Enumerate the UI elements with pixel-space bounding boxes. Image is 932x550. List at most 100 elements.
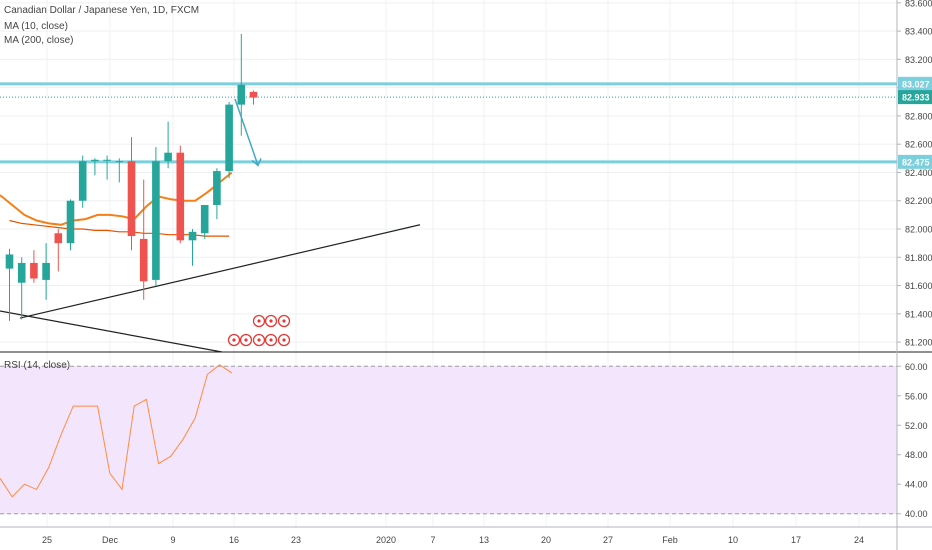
candle-body — [139, 238, 148, 282]
event-marker-icon — [277, 314, 291, 328]
candle — [213, 168, 221, 220]
candle — [127, 137, 136, 251]
candle-body — [54, 233, 63, 244]
price-level-badge-label: 83.027 — [902, 79, 930, 89]
event-marker-icon — [239, 333, 253, 347]
candle — [42, 243, 50, 300]
time-axis-label: 2020 — [376, 535, 396, 545]
event-marker-icon — [227, 333, 241, 347]
price-axis-label: 82.000 — [905, 225, 932, 235]
time-axis-label: 7 — [430, 535, 435, 545]
price-axis-label: 82.200 — [905, 196, 932, 206]
time-axis-label: 13 — [479, 535, 489, 545]
time-axis-label: 27 — [603, 535, 613, 545]
candle-body — [103, 159, 111, 161]
rsi-axis-label: 48.00 — [905, 450, 928, 460]
ma10-line — [0, 171, 233, 226]
time-axis-label: 16 — [229, 535, 239, 545]
time-axis-label: 17 — [791, 535, 801, 545]
candle-body — [42, 262, 50, 280]
price-axis-label: 82.800 — [905, 111, 932, 121]
rsi-axis-label: 44.00 — [905, 480, 928, 490]
candle-body — [249, 91, 258, 98]
candle — [225, 101, 233, 179]
time-axis-label: 10 — [728, 535, 738, 545]
candle — [237, 33, 246, 136]
price-axis-label: 82.400 — [905, 168, 932, 178]
time-axis-label: Feb — [662, 535, 678, 545]
candle-body — [200, 204, 209, 234]
candle — [30, 250, 38, 283]
price-axis-label: 81.600 — [905, 281, 932, 291]
candle-body — [152, 161, 160, 280]
time-axis-label: 23 — [291, 535, 301, 545]
candle-body — [115, 161, 124, 163]
time-axis-label: 24 — [854, 535, 864, 545]
candles — [5, 33, 258, 321]
candle — [66, 199, 75, 251]
candle — [54, 229, 63, 272]
candle — [17, 257, 26, 320]
candle — [200, 204, 209, 239]
candle — [5, 248, 14, 321]
projection-arrowhead — [251, 158, 262, 167]
candle-body — [237, 84, 246, 105]
candle-body — [127, 161, 136, 237]
event-marker-icon — [252, 314, 266, 328]
candle-body — [164, 152, 172, 162]
candle-body — [5, 254, 14, 269]
price-level-badge — [898, 154, 932, 169]
price-level-badge-label: 82.475 — [902, 157, 930, 167]
candle-body — [213, 171, 221, 205]
price-axis-label: 83.400 — [905, 27, 932, 37]
price-level-badge — [898, 76, 932, 91]
candle — [164, 121, 172, 169]
ma10-legend: MA (10, close) — [4, 21, 68, 32]
rsi-axis-label: 56.00 — [905, 391, 928, 401]
candle-body — [188, 231, 197, 241]
candle — [176, 145, 185, 244]
candle-body — [30, 262, 38, 279]
candle — [139, 179, 148, 300]
ma200-legend: MA (200, close) — [4, 35, 74, 46]
time-axis-label: 20 — [541, 535, 551, 545]
rsi-axis-label: 52.00 — [905, 421, 928, 431]
price-axis-label: 81.400 — [905, 309, 932, 319]
candle-body — [17, 262, 26, 283]
candle — [152, 147, 160, 286]
price-axis-label: 83.200 — [905, 55, 932, 65]
time-axis-label: Dec — [102, 535, 119, 545]
price-axis-label: 83.600 — [905, 0, 932, 8]
candle-body — [225, 104, 233, 172]
candle-body — [176, 152, 185, 241]
rsi-legend: RSI (14, close) — [4, 360, 71, 371]
event-marker-icon — [252, 333, 266, 347]
price-axis-label: 81.200 — [905, 338, 932, 348]
time-axis-label: 9 — [170, 535, 175, 545]
price-level-badge — [898, 90, 932, 105]
price-level-badge-label: 82.933 — [902, 93, 930, 103]
candle — [78, 155, 87, 208]
price-axis-label: 81.800 — [905, 253, 932, 263]
chart-symbol-title: Canadian Dollar / Japanese Yen, 1D, FXCM — [4, 5, 200, 16]
descending-trend-line — [0, 310, 223, 353]
event-marker-icon — [264, 314, 278, 328]
rsi-axis-label: 40.00 — [905, 509, 928, 519]
rsi-line — [0, 364, 233, 498]
ascending-trend-line — [19, 224, 421, 319]
event-marker-icon — [264, 333, 278, 347]
candle-body — [66, 200, 75, 244]
projection-arrow — [234, 98, 259, 166]
rsi-band — [0, 366, 897, 514]
candle — [103, 155, 111, 180]
candle — [188, 229, 197, 266]
price-axis-label: 82.600 — [905, 140, 932, 150]
candle — [249, 90, 258, 105]
candle-body — [91, 159, 99, 162]
rsi-axis-label: 60.00 — [905, 362, 928, 372]
candle — [91, 158, 99, 176]
candle — [115, 158, 124, 183]
candle-body — [78, 161, 87, 201]
event-marker-icon — [277, 333, 291, 347]
